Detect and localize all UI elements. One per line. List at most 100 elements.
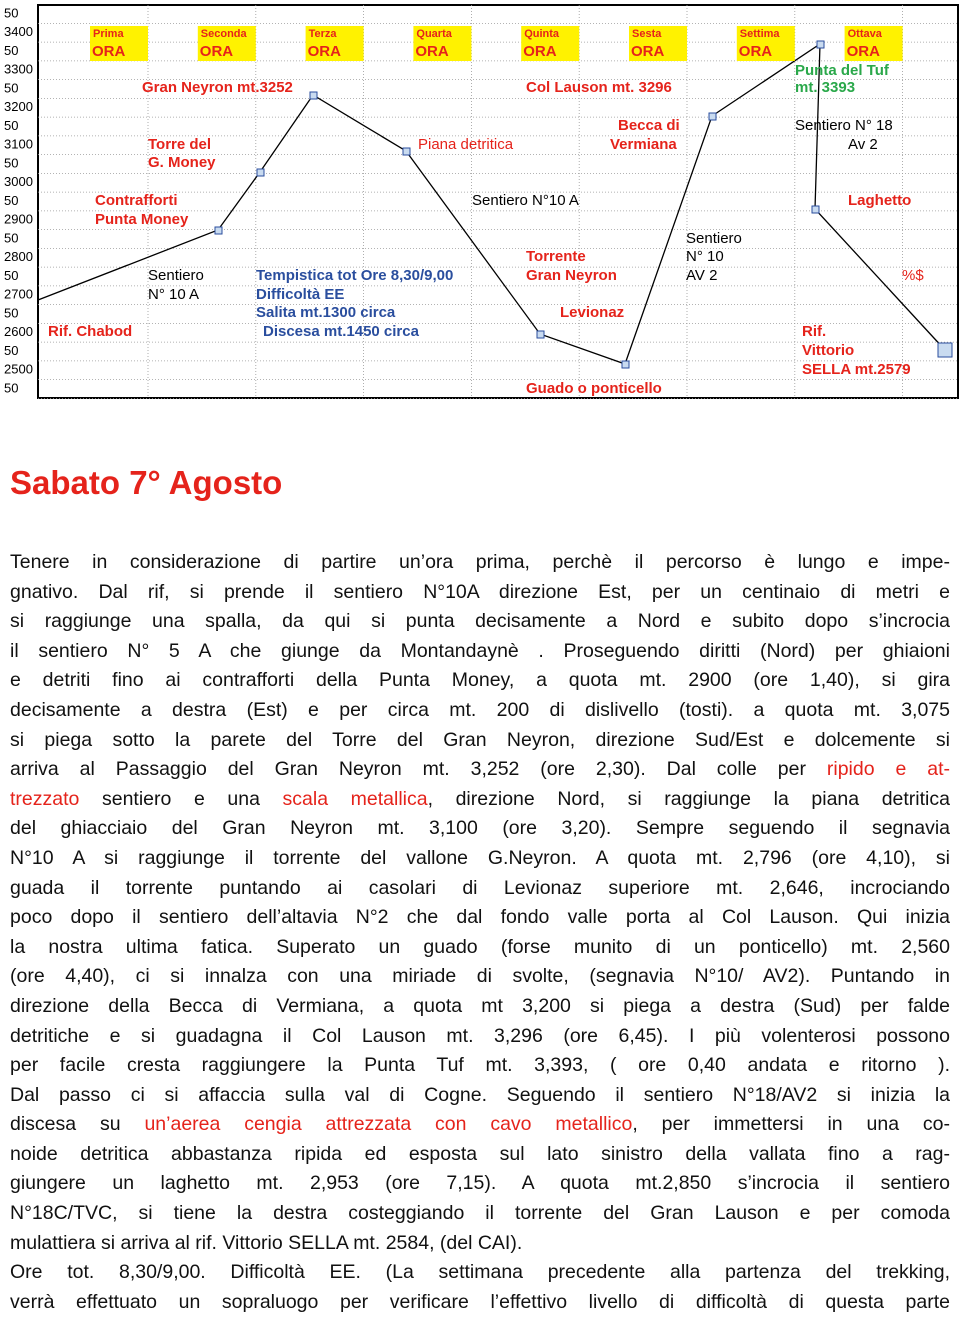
text: discesa su [10,1113,145,1136]
y-label: 50 [4,155,18,170]
header-bottom: ORA [92,43,126,60]
y-label: 50 [4,268,18,283]
header-box [844,26,903,61]
waypoint [708,112,717,121]
text: Dal passo ci si affaccia sulla val di Co… [10,1083,950,1106]
profile-label: Guado o ponticello [526,380,662,397]
profile-label: Rif. Chabod [48,323,132,340]
chart-frame [37,4,959,399]
body-text: Tenere in considerazione di partire un’o… [10,548,950,1317]
profile-label: Av 2 [848,136,878,153]
header-top: Ottava [848,28,883,40]
header-bottom: ORA [308,43,342,60]
text-line: e detriti fino ai contrafforti della Pun… [10,666,950,696]
y-label: 50 [4,118,18,133]
text-line: noide detritica abbastanza ripida ed esp… [10,1140,950,1170]
header-bottom: ORA [200,43,234,60]
y-label: 50 [4,193,18,208]
waypoint [256,168,265,177]
text: e detriti fino ai contrafforti della Pun… [10,669,950,692]
text-line: guada il torrente puntando ai casolari d… [10,874,950,904]
waypoint [536,330,545,339]
profile-label: Discesa mt.1450 circa [263,323,420,340]
header-bottom: ORA [739,43,773,60]
text: N°18C/TVC, si tiene la destra costeggian… [10,1202,950,1225]
profile-label: Sentiero N° 18 [795,117,893,134]
y-label: 3400 [4,24,33,39]
waypoint [214,226,223,235]
text: Ore tot. 8,30/9,00. Difficoltà EE. (La s… [10,1261,950,1284]
header-box [521,26,580,61]
profile-label: Torrente [526,248,586,265]
header-top: Terza [309,28,338,40]
y-label: 50 [4,305,18,320]
profile-label: Sentiero [686,230,742,247]
header-top: Quarta [416,28,452,40]
y-label: 2600 [4,324,33,339]
text: si raggiunge una spalla, da qui si punta… [10,610,950,633]
text-line: direzione della Becca di Vermiana, a quo… [10,992,950,1022]
text-line: decisamente a destra (Est) e per circa m… [10,696,950,726]
header-bottom: ORA [523,43,557,60]
y-label: 2900 [4,212,33,227]
y-label: 50 [4,5,18,20]
text-line: si raggiunge una spalla, da qui si punta… [10,607,950,637]
text: del ghiacciaio del Gran Neyron mt. 3,100… [10,817,950,840]
text-line: detritiche e si guadagna il Col Lauson m… [10,1022,950,1052]
y-label: 3100 [4,137,33,152]
y-label: 50 [4,80,18,95]
profile-label: Sentiero [148,267,204,284]
profile-label: Becca di [618,117,680,134]
y-label: 2800 [4,249,33,264]
profile-label: Col Lauson mt. 3296 [526,79,672,96]
waypoint [816,40,825,49]
text: la nostra ultima fatica. Superato un gua… [10,935,950,958]
text: per facile cresta raggiungere la Punta T… [10,1054,950,1077]
elevation-profile: 50 3400 50 3300 50 3200 50 3100 50 3000 50 2900 50 28… [4,4,959,399]
text: , per immettersi in una co- [632,1113,950,1136]
waypoint [621,360,630,369]
text-line: Dal passo ci si affaccia sulla val di Co… [10,1081,950,1111]
text: detritiche e si guadagna il Col Lauson m… [10,1024,950,1047]
waypoint [937,342,953,358]
text-line: del ghiacciaio del Gran Neyron mt. 3,100… [10,814,950,844]
profile-label: Contrafforti [95,192,178,209]
text-line: si piega sotto la parete del Torre del G… [10,726,950,756]
header-top: Settima [740,28,781,40]
waypoints [214,40,953,369]
text: N°10 A si raggiunge il torrente del vall… [10,846,950,869]
text: noide detritica abbastanza ripida ed esp… [10,1142,950,1165]
profile-label: Difficoltà EE [256,286,344,303]
text-line: poco dopo il sentiero dell’altavia N°2 c… [10,903,950,933]
profile-label: G. Money [148,154,216,171]
text-line: verrà effettuato un sopraluogo per verif… [10,1288,950,1317]
text: direzione della Becca di Vermiana, a quo… [10,994,950,1017]
text: poco dopo il sentiero dell’altavia N°2 c… [10,906,950,929]
text-line: mulattiera si arriva al rif. Vittorio SE… [10,1229,950,1259]
profile-label: AV 2 [686,267,717,284]
waypoint [309,91,318,100]
text-line: Tenere in considerazione di partire un’o… [10,548,950,578]
text: si piega sotto la parete del Torre del G… [10,728,950,751]
y-label: 50 [4,343,18,358]
profile-label: Gran Neyron mt.3252 [142,79,293,96]
highlight: scala metallica [282,787,428,810]
profile-label: Levionaz [560,304,624,321]
text: gnativo. Dal rif, si prende il sentiero … [10,580,950,603]
highlight: un’aerea cengia attrezzata con cavo meta… [144,1113,633,1136]
text-line: gnativo. Dal rif, si prende il sentiero … [10,578,950,608]
header-bottom: ORA [847,43,881,60]
text-line: giungere un laghetto mt. 2,953 (ore 7,15… [10,1169,950,1199]
text: , direzione Nord, si raggiunge la piana … [427,787,950,810]
profile-label: Laghetto [848,192,911,209]
text-line: N°18C/TVC, si tiene la destra costeggian… [10,1199,950,1229]
text-line: Ore tot. 8,30/9,00. Difficoltà EE. (La s… [10,1258,950,1288]
header-box [736,26,795,61]
waypoint [402,147,411,156]
text-line: trezzato sentiero e una scala metallica,… [10,785,950,815]
profile-label: Tempistica tot Ore 8,30/9,00 [256,267,453,284]
y-label: 50 [4,230,18,245]
profile-label: Torre del [148,136,211,153]
header-top: Quinta [524,28,560,40]
